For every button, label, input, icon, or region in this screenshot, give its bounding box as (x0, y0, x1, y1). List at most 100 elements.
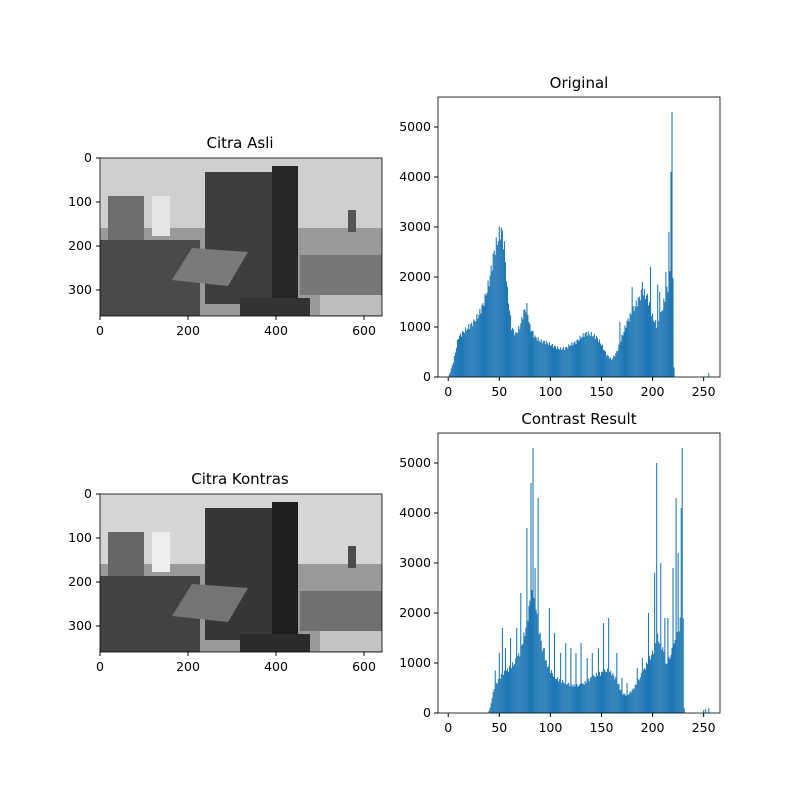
y-tick-label: 300 (68, 618, 92, 633)
histogram-bar (543, 648, 545, 713)
histogram-bar (552, 676, 555, 713)
histogram-bar (537, 498, 539, 713)
x-tick-label: 50 (491, 384, 507, 399)
histogram-bar (600, 672, 603, 713)
histogram-bar (560, 653, 562, 713)
histogram-bar (483, 306, 485, 377)
histogram-bar (599, 675, 602, 713)
histogram-bar (682, 618, 684, 713)
histogram-bar (617, 683, 619, 713)
x-axis-original: 0 50 100 150 200 250 (444, 377, 716, 399)
histogram-bar (577, 686, 579, 713)
histogram-bar (594, 677, 596, 713)
x-tick-label: 0 (96, 659, 104, 674)
histogram-bar (648, 302, 651, 377)
histogram-bar (606, 672, 608, 713)
histogram-bar (516, 628, 518, 713)
histogram-bar (611, 359, 613, 377)
histogram-bar (603, 349, 605, 377)
histogram-bar (507, 671, 510, 713)
histogram-bar (489, 275, 491, 377)
histogram-bar (651, 316, 653, 377)
histogram-bar (524, 309, 526, 377)
image-title-contrast: Citra Kontras (191, 470, 289, 488)
histogram-bar (452, 362, 454, 377)
histogram-bar (532, 331, 534, 377)
histogram-bar (619, 322, 621, 377)
histogram-bar (622, 694, 624, 713)
histogram-bar (496, 683, 498, 713)
histogram-bar (660, 563, 662, 713)
histogram-bar (553, 633, 556, 713)
x-tick-label: 150 (590, 720, 614, 735)
histogram-bar (595, 335, 597, 377)
histogram-bar (673, 367, 675, 377)
histogram-bar (522, 319, 524, 377)
histogram-bar (455, 347, 457, 377)
histogram-bar (477, 318, 479, 377)
histogram-bar (518, 325, 520, 377)
histogram-bar (615, 677, 617, 713)
histogram-bar (514, 663, 516, 713)
histogram-bar (466, 330, 468, 377)
histogram-bar (637, 297, 639, 377)
histogram-bar (673, 643, 675, 713)
histogram-bar (635, 300, 637, 377)
histogram-bar (703, 710, 705, 713)
histogram-bar (650, 267, 652, 377)
histogram-bar (523, 632, 525, 713)
histogram-bar (493, 689, 495, 713)
image-contrast (100, 494, 382, 652)
histogram-bar (654, 322, 656, 377)
histogram-bar (641, 282, 643, 377)
histogram-bar (467, 328, 469, 377)
histogram-bar (585, 331, 587, 377)
histogram-bar (659, 643, 661, 713)
histogram-bar (646, 293, 649, 377)
histogram-bar (547, 666, 549, 713)
histogram-bar (550, 345, 552, 377)
histogram-bar (638, 680, 640, 713)
histogram-bar (497, 678, 499, 713)
y-tick-label: 200 (68, 238, 92, 253)
histogram-bar (501, 230, 503, 377)
y-tick-label: 4000 (399, 505, 431, 520)
histogram-bar (569, 686, 571, 713)
histogram-bar (681, 448, 683, 713)
histogram-bar (628, 321, 630, 377)
histogram-bar (581, 336, 583, 377)
histogram-bar (497, 241, 499, 377)
histogram-bar (551, 343, 553, 377)
histogram-bar (549, 673, 551, 713)
histogram-bar (512, 662, 514, 713)
y-tick-label: 300 (68, 282, 92, 297)
histogram-bar (655, 319, 657, 377)
x-tick-label: 250 (692, 720, 716, 735)
histogram-bar (526, 528, 528, 713)
histogram-bar (661, 649, 663, 713)
histogram-bar (579, 684, 581, 713)
histogram-bar (557, 677, 559, 713)
histogram-bar (565, 643, 567, 713)
histogram-bar (652, 650, 654, 713)
histogram-bar (502, 675, 504, 713)
histogram-bar (644, 298, 646, 377)
histogram-bar (658, 321, 660, 377)
histogram-bar (558, 681, 560, 713)
histogram-bar (586, 658, 588, 713)
histogram-bar (475, 321, 477, 377)
histogram-bar (672, 278, 674, 377)
histogram-bar (658, 641, 660, 713)
histogram-bar (615, 353, 617, 377)
histogram-bar (556, 349, 558, 377)
histogram-bar (459, 333, 462, 377)
histogram-bar (646, 663, 649, 713)
histogram-bar (588, 681, 590, 713)
histogram-bar (667, 292, 669, 377)
histogram-bar (480, 313, 482, 377)
histogram-bar (598, 339, 600, 377)
histogram-bar (564, 349, 566, 377)
histogram-bar (492, 253, 494, 377)
histogram-bar (609, 672, 611, 713)
histogram-bar (605, 351, 607, 377)
